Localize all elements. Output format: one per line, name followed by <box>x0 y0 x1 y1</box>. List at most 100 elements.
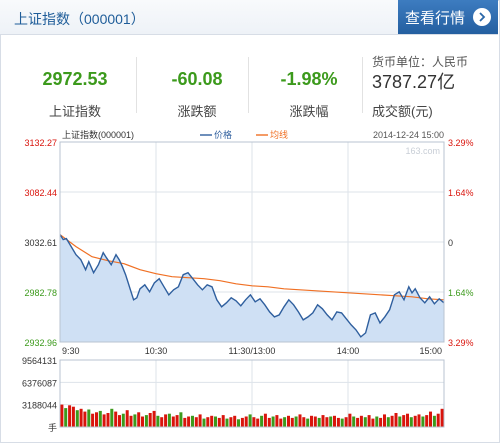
volume-bar <box>68 405 72 427</box>
volume-bar <box>137 412 141 427</box>
avg-line <box>59 234 445 301</box>
volume-bar <box>133 414 137 427</box>
volume-bar <box>83 411 87 427</box>
volume-bar <box>290 417 294 427</box>
volume-bar <box>206 417 210 427</box>
volume-bar <box>87 409 91 427</box>
volume-bar <box>160 417 164 427</box>
volume-bar <box>333 415 336 427</box>
volume-bar <box>383 414 386 427</box>
volume-bar <box>321 415 325 427</box>
y-tick-left: 3082.44 <box>24 188 57 198</box>
stats-panel: 2972.53 上证指数 -60.08 涨跌额 -1.98% 涨跌幅 货币单位：… <box>0 35 498 125</box>
volume-bar <box>144 415 148 427</box>
volume-bar <box>394 413 398 427</box>
volume-bar <box>371 418 375 427</box>
volume-bar <box>306 418 310 427</box>
volume-bar <box>252 417 256 427</box>
volume-bars <box>60 404 444 427</box>
x-tick: 10:30 <box>145 346 168 356</box>
change-pct-value: -1.98% <box>280 69 338 89</box>
chevron-right-icon <box>473 8 491 26</box>
volume-bar <box>317 417 321 427</box>
volume-bar <box>390 415 394 427</box>
volume-bar <box>148 413 152 427</box>
y-tick-right: 1.64% <box>448 188 474 198</box>
stat-change-pct: -1.98% 涨跌幅 <box>248 35 370 125</box>
volume-bar <box>267 417 271 427</box>
volume-bar <box>121 413 125 427</box>
volume-bar <box>417 414 421 427</box>
turnover-value: 3787.27亿 <box>372 72 456 92</box>
view-quote-button[interactable]: 查看行情 <box>398 0 498 34</box>
volume-bar <box>421 416 425 427</box>
volume-bar <box>425 415 429 427</box>
y-tick-left: 3132.27 <box>24 138 57 148</box>
volume-bar <box>98 410 102 427</box>
volume-bar <box>271 416 275 427</box>
volume-bar <box>171 416 175 427</box>
volume-bar <box>71 406 75 427</box>
y-tick-right: 3.29% <box>448 338 474 348</box>
volume-bar <box>352 416 356 427</box>
volume-bar <box>275 415 279 427</box>
price-label: 上证指数 <box>48 104 101 119</box>
volume-bar <box>263 413 267 427</box>
volume-bar <box>436 413 440 427</box>
volume-bar <box>298 414 302 427</box>
volume-tick: 3188044 <box>22 401 57 411</box>
price-area-fill <box>60 234 444 342</box>
volume-bar <box>409 417 413 427</box>
volume-bar <box>167 413 171 427</box>
volume-bar <box>348 413 352 427</box>
volume-bar <box>210 415 214 427</box>
volume-bar <box>198 414 202 427</box>
turnover-label: 成交额(元) <box>372 104 433 119</box>
volume-bar <box>248 414 252 427</box>
volume-bar <box>194 417 198 427</box>
volume-bar <box>75 410 79 427</box>
volume-bar <box>244 416 248 427</box>
volume-bar <box>402 415 406 427</box>
volume-bar <box>294 416 298 427</box>
x-tick: 9:30 <box>62 346 80 356</box>
divider <box>136 57 137 113</box>
x-tick: 15:00 <box>419 346 442 356</box>
volume-bar <box>413 415 417 427</box>
change-value: -60.08 <box>171 69 223 89</box>
plot-border <box>59 141 445 343</box>
volume-border <box>59 359 445 428</box>
y-tick-left: 2932.96 <box>24 338 57 348</box>
volume-bar <box>237 419 240 427</box>
volume-bar <box>359 415 363 427</box>
view-quote-label: 查看行情 <box>404 9 465 27</box>
volume-bar <box>283 417 287 427</box>
volume-bar <box>225 418 229 427</box>
volume-bar <box>164 414 168 427</box>
volume-bar <box>325 417 329 427</box>
volume-bar <box>64 408 68 427</box>
price-value: 2972.53 <box>42 69 108 89</box>
y-tick-right: 1.64% <box>448 288 474 298</box>
volume-bar <box>260 415 264 427</box>
volume-bar <box>79 408 83 427</box>
volume-bar <box>367 415 371 427</box>
volume-bar <box>379 417 383 427</box>
volume-tick: 手 <box>48 422 57 433</box>
title-bar: 上证指数（000001） 查看行情 <box>0 0 498 35</box>
volume-bar <box>256 418 260 427</box>
chart-timestamp: 2014-12-24 15:00 <box>373 130 444 140</box>
chart-labels: 3132.27 3.29% 3082.44 1.64% 3032.61 0 2982.78 1… <box>22 129 474 433</box>
volume-bar <box>340 418 344 427</box>
volume-bar <box>60 404 64 427</box>
volume-bar <box>329 416 333 427</box>
volume-bar <box>106 413 110 427</box>
volume-bar <box>102 414 106 427</box>
volume-bar <box>229 417 233 427</box>
volume-bar <box>310 415 313 427</box>
volume-bar <box>156 415 160 427</box>
volume-bar <box>187 416 191 427</box>
volume-bar <box>336 417 340 427</box>
volume-bar <box>386 417 390 427</box>
